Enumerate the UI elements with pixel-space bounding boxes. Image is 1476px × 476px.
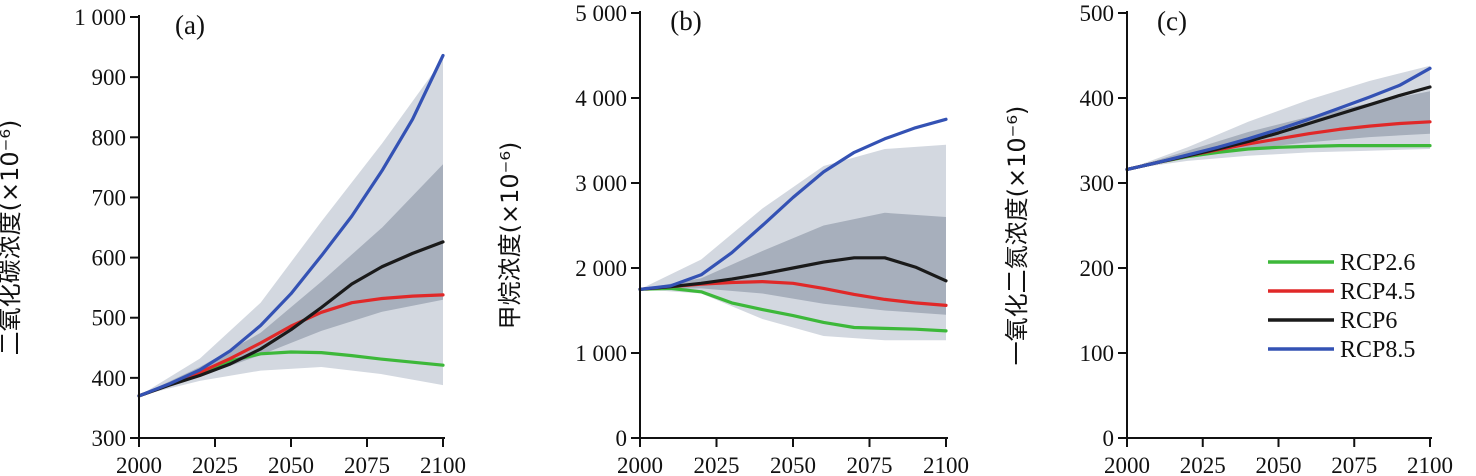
panel-b: 0 1 000 2 000 3 000 4 000 5 000 2000 2025 2050 20… (496, 1, 969, 476)
series-line-rcp8-5 (638, 117, 948, 291)
uncertainty-band-inner (640, 212, 946, 315)
x-tick-label: 2075 (344, 453, 390, 476)
y-tick-label: 100 (1080, 341, 1115, 366)
y-tick-label: 900 (92, 65, 127, 90)
legend-label: RCP8.5 (1340, 337, 1415, 363)
panel-c: 0 100 200 300 400 500 2000 2025 2050 2075 2100 (c) 一… (1003, 1, 1453, 476)
y-tick-label: 200 (1080, 256, 1115, 281)
series-line-rcp6 (638, 256, 948, 291)
legend: RCP2.6 RCP4.5 RCP6 RCP8.5 (1268, 250, 1415, 363)
series-line-rcp8-5 (137, 53, 445, 398)
x-tick-label: 2100 (1407, 453, 1453, 476)
legend-label: RCP2.6 (1340, 250, 1415, 276)
legend-label: RCP6 (1340, 308, 1397, 334)
legend-label: RCP4.5 (1340, 279, 1415, 305)
panel-a: 300 400 500 600 700 800 900 1 000 2000 2025 2050 20… (0, 5, 466, 476)
y-tick-label: 600 (92, 246, 127, 271)
y-axis-label: 一氧化二氮浓度(×10⁻⁶) (1003, 106, 1031, 366)
x-tick-label: 2075 (1331, 453, 1377, 476)
x-tick-label: 2000 (617, 453, 663, 476)
y-tick-label: 1 000 (575, 341, 627, 366)
y-tick-label: 300 (92, 426, 127, 451)
uncertainty-band-outer (1127, 65, 1430, 170)
panel-label: (c) (1157, 6, 1187, 36)
x-tick-label: 2100 (420, 453, 466, 476)
y-tick-label: 1 000 (74, 5, 126, 30)
y-tick-label: 700 (92, 185, 127, 210)
y-tick-label: 800 (92, 125, 127, 150)
y-tick-label: 400 (1080, 86, 1115, 111)
uncertainty-band-inner (139, 164, 443, 396)
y-tick-label: 5 000 (575, 1, 627, 26)
series-line-rcp6 (137, 240, 445, 398)
y-tick-label: 0 (616, 426, 628, 451)
y-tick-label: 0 (1103, 426, 1115, 451)
x-tick-label: 2050 (268, 453, 314, 476)
y-tick-label: 2 000 (575, 256, 627, 281)
series-line-rcp4-5 (137, 293, 445, 398)
x-tick-label: 2000 (1104, 453, 1150, 476)
x-tick-label: 2025 (192, 453, 238, 476)
x-tick-label: 2000 (116, 453, 162, 476)
y-tick-label: 4 000 (575, 86, 627, 111)
y-axis-label: 甲烷浓度(×10⁻⁶) (496, 142, 524, 330)
y-tick-label: 300 (1080, 171, 1115, 196)
x-tick-label: 2025 (1180, 453, 1226, 476)
x-tick-label: 2050 (770, 453, 816, 476)
series-line-rcp8-5 (1125, 66, 1432, 171)
series-line-rcp2-6 (638, 286, 948, 333)
x-tick-label: 2025 (694, 453, 740, 476)
y-tick-label: 500 (92, 306, 127, 331)
y-axis-label: 二氧化碳浓度(×10⁻⁶) (0, 120, 24, 356)
x-tick-label: 2050 (1256, 453, 1302, 476)
x-tick-label: 2100 (923, 453, 969, 476)
y-tick-label: 500 (1080, 1, 1115, 26)
y-tick-label: 3 000 (575, 171, 627, 196)
panel-label: (b) (670, 6, 701, 36)
y-tick-label: 400 (92, 366, 127, 391)
x-tick-label: 2075 (847, 453, 893, 476)
panel-label: (a) (175, 10, 205, 40)
